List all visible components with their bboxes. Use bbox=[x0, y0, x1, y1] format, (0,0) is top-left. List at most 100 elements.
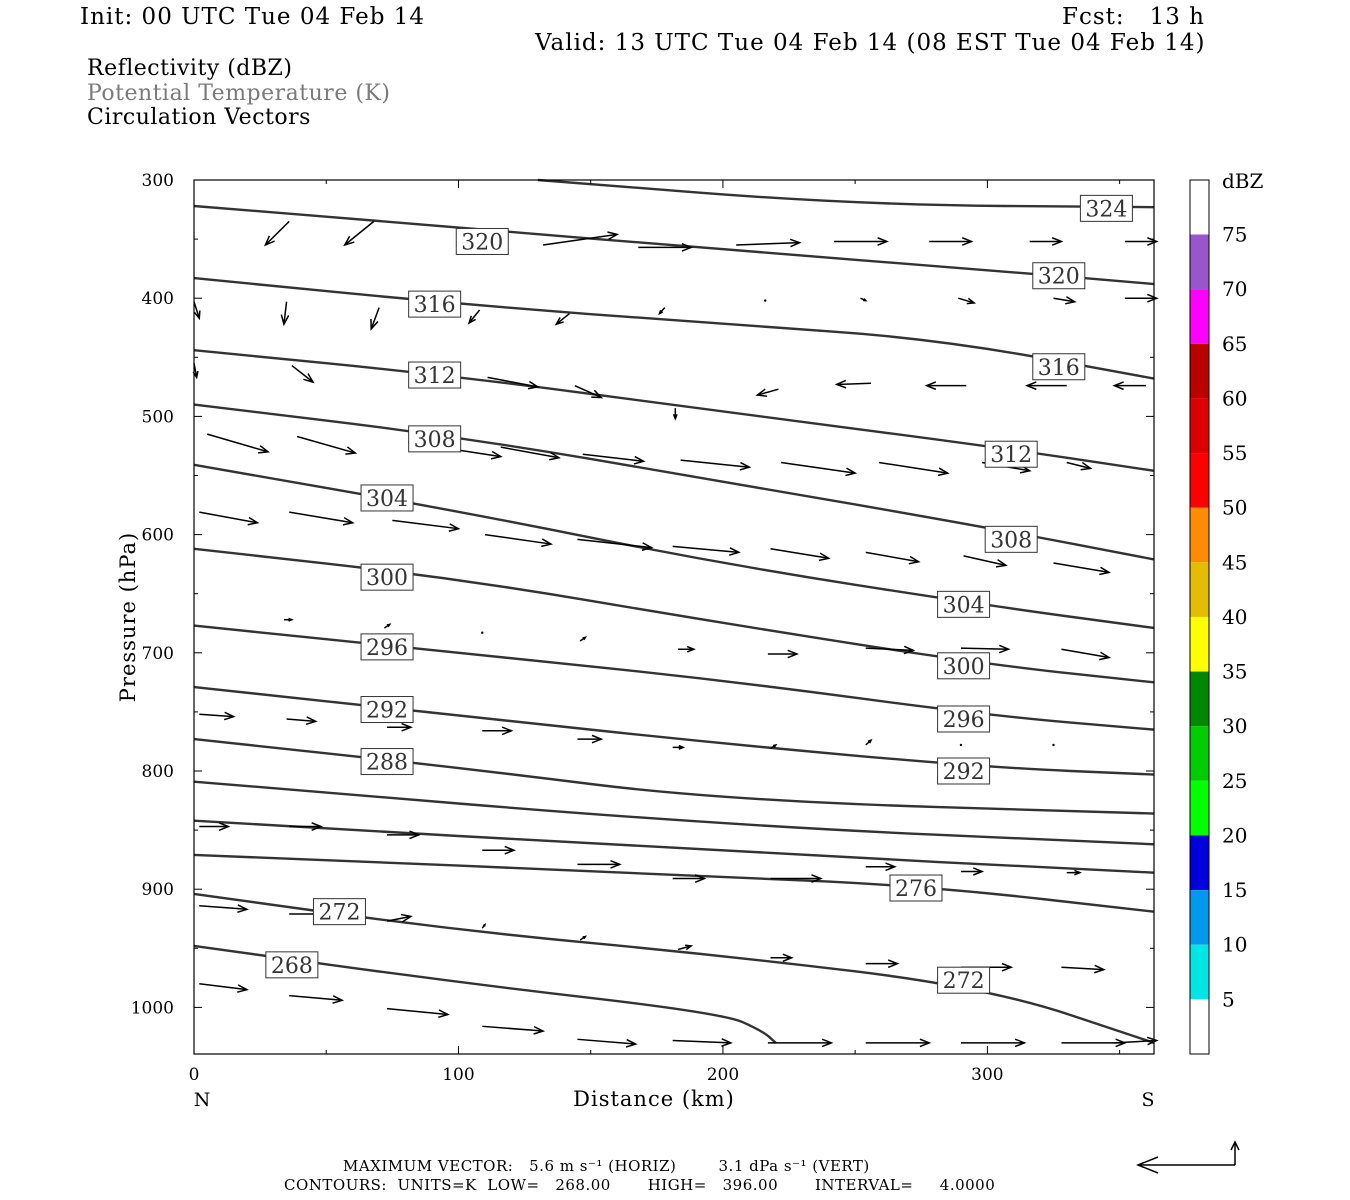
circulation-vector bbox=[755, 388, 779, 397]
circulation-vector bbox=[467, 309, 481, 325]
y-tick-label: 700 bbox=[142, 644, 174, 664]
reference-vector-icon bbox=[1135, 1140, 1240, 1174]
circulation-vector bbox=[638, 242, 694, 252]
vector-shaft bbox=[574, 384, 602, 399]
vector-shaft bbox=[289, 511, 353, 524]
vector-shaft bbox=[193, 301, 201, 319]
vector-head bbox=[789, 238, 802, 248]
vector-dot bbox=[959, 743, 963, 747]
circulation-vector bbox=[263, 220, 290, 247]
vector-head bbox=[811, 874, 823, 883]
colorbar-label: 5 bbox=[1222, 987, 1235, 1011]
vector-head bbox=[591, 734, 604, 744]
vector-head bbox=[782, 953, 794, 962]
circulation-vector bbox=[1053, 562, 1112, 576]
circulation-vector bbox=[770, 953, 794, 962]
contour-label-308: 308 bbox=[414, 428, 456, 453]
circulation-vector bbox=[672, 874, 707, 883]
theta-contour-280 bbox=[193, 819, 1155, 874]
circulation-vector bbox=[677, 944, 694, 951]
contour-label-box bbox=[360, 563, 414, 591]
circulation-vector bbox=[296, 435, 358, 455]
circulation-vector bbox=[500, 446, 561, 461]
vector-shaft bbox=[960, 647, 1009, 651]
field-label-theta: Potential Temperature (K) bbox=[87, 81, 391, 106]
vector-head bbox=[877, 237, 889, 246]
contour-label-box bbox=[937, 652, 991, 680]
theta-contour-296 bbox=[193, 624, 1155, 731]
vector-head bbox=[995, 559, 1008, 568]
vector-shaft bbox=[1061, 648, 1110, 659]
contour-label-box bbox=[408, 361, 462, 389]
vector-shaft bbox=[672, 545, 739, 554]
circulation-vector bbox=[865, 645, 916, 655]
vector-shaft bbox=[542, 233, 618, 246]
colorbar-segment bbox=[1190, 671, 1209, 727]
theta-contour-300 bbox=[193, 547, 1155, 684]
vector-shaft bbox=[1053, 562, 1110, 574]
colorbar-label: 30 bbox=[1222, 714, 1247, 738]
vector-head bbox=[728, 547, 741, 556]
vector-shaft bbox=[963, 555, 1007, 567]
vector-shaft bbox=[482, 1025, 544, 1032]
vector-head bbox=[681, 242, 694, 252]
vector-head bbox=[1147, 293, 1159, 303]
x-tick-label: 0 bbox=[189, 1065, 200, 1085]
contour-label-300: 300 bbox=[943, 655, 985, 680]
colorbar-segment bbox=[1190, 289, 1209, 344]
vector-dot bbox=[481, 631, 484, 634]
vector-shaft bbox=[296, 435, 356, 454]
colorbar-label: 15 bbox=[1222, 878, 1247, 902]
theta-contour-312 bbox=[193, 349, 1155, 472]
circulation-vector bbox=[781, 461, 858, 477]
vector-head bbox=[610, 859, 622, 869]
y-tick-label: 300 bbox=[142, 171, 174, 191]
colorbar-segment bbox=[1190, 562, 1209, 617]
vector-shaft bbox=[264, 220, 290, 246]
circulation-vector bbox=[343, 220, 375, 247]
y-tick-label: 900 bbox=[142, 880, 174, 900]
vector-head bbox=[633, 455, 646, 465]
circulation-vector bbox=[579, 636, 588, 642]
circulation-vector bbox=[481, 923, 487, 929]
colorbar-segment bbox=[1190, 507, 1209, 563]
vector-head bbox=[258, 445, 270, 454]
vector-head bbox=[1099, 566, 1112, 576]
vector-head bbox=[280, 314, 290, 327]
circulation-vector bbox=[960, 867, 985, 876]
vector-head bbox=[845, 467, 858, 477]
vector-shaft bbox=[468, 309, 481, 324]
contour-label-box bbox=[408, 290, 462, 318]
field-label-vectors: Circulation Vectors bbox=[87, 105, 311, 130]
contour-label-308: 308 bbox=[990, 528, 1032, 553]
circulation-vector bbox=[193, 301, 201, 321]
circulation-vector bbox=[577, 1038, 638, 1048]
theta-contour-316 bbox=[193, 276, 1155, 380]
contour-label-296: 296 bbox=[943, 708, 985, 733]
vector-head bbox=[772, 743, 778, 748]
vector-head bbox=[1074, 869, 1082, 876]
contour-label-272: 272 bbox=[318, 901, 360, 926]
vector-shaft bbox=[199, 511, 258, 524]
circulation-vector bbox=[542, 231, 620, 246]
vector-head bbox=[345, 446, 358, 455]
vector-head bbox=[527, 380, 540, 390]
axes-layer: 300 400 500 600 700 800 900 1000 0 100 200 300 Dista… bbox=[116, 171, 1155, 1111]
vector-shaft bbox=[484, 533, 552, 545]
circulation-vector bbox=[770, 743, 778, 750]
vector-head bbox=[966, 297, 977, 305]
y-tick-label: 400 bbox=[142, 289, 174, 309]
vector-head bbox=[1099, 651, 1112, 661]
vector-head bbox=[694, 874, 707, 883]
contour-label-316: 316 bbox=[1038, 356, 1080, 381]
vector-dot bbox=[1052, 743, 1055, 747]
theta-contour-288 bbox=[193, 737, 1155, 815]
colorbar-segment bbox=[1190, 890, 1209, 945]
vector-shaft bbox=[672, 1039, 731, 1044]
colorbar-segment bbox=[1190, 944, 1209, 1000]
vector-head bbox=[678, 744, 686, 750]
theta-contour-320 bbox=[193, 204, 1155, 286]
x-tick-label: 200 bbox=[707, 1065, 739, 1085]
colorbar-segment bbox=[1190, 453, 1209, 508]
